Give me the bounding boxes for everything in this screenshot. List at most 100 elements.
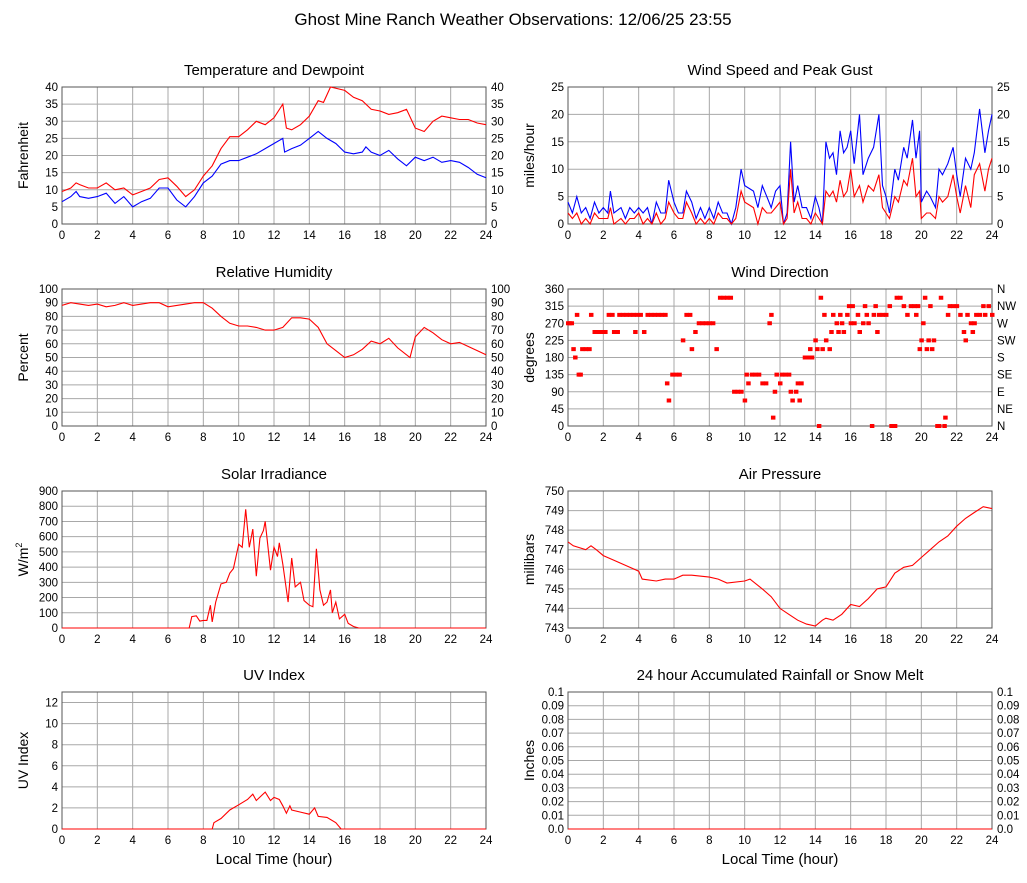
- x-tick-label: 16: [844, 230, 857, 242]
- data-point: [938, 295, 944, 300]
- data-point: [627, 312, 633, 317]
- y-tick-label: 746: [545, 564, 564, 576]
- x-tick-label: 18: [880, 432, 893, 444]
- data-point: [656, 312, 661, 317]
- data-point: [634, 312, 640, 317]
- x-tick-label: 20: [409, 432, 422, 444]
- data-point: [880, 312, 885, 317]
- right-tick-label: 10: [997, 164, 1010, 176]
- y-tick-label: 180: [545, 353, 564, 365]
- x-tick-label: 4: [635, 835, 642, 847]
- data-point: [596, 330, 601, 335]
- x-tick-label: 8: [200, 835, 206, 847]
- y-tick-label: 20: [45, 151, 58, 163]
- x-tick-label: 16: [338, 634, 351, 646]
- data-point: [756, 372, 762, 377]
- x-tick-label: 10: [232, 230, 245, 242]
- data-point: [749, 372, 755, 377]
- right-tick-label: 20: [491, 394, 504, 406]
- series-line-0: [61, 86, 487, 198]
- data-point: [841, 330, 847, 335]
- right-tick-label: 20: [491, 151, 504, 163]
- y-tick-label: 25: [45, 133, 58, 145]
- x-tick-label: 20: [915, 634, 928, 646]
- y-tick-label: 100: [39, 284, 58, 296]
- data-point: [624, 312, 629, 317]
- y-tick-label: 500: [39, 547, 58, 559]
- data-point: [839, 321, 845, 326]
- chart-title: Wind Direction: [731, 264, 829, 281]
- data-point: [977, 312, 983, 317]
- data-point: [922, 295, 928, 300]
- y-tick-label: 744: [545, 603, 565, 615]
- y-tick-label: 0: [558, 219, 564, 231]
- data-point: [700, 321, 705, 326]
- x-tick-label: 12: [774, 230, 787, 242]
- y-tick-label: 0.04: [542, 769, 565, 781]
- x-tick-label: 6: [671, 230, 677, 242]
- data-point: [802, 355, 808, 360]
- data-point: [845, 312, 850, 317]
- x-tick-label: 0: [59, 835, 65, 847]
- chart-title: Wind Speed and Peak Gust: [687, 62, 873, 79]
- series-line-0: [567, 108, 993, 226]
- data-point: [822, 312, 827, 317]
- data-point: [942, 424, 947, 428]
- data-point: [838, 312, 843, 317]
- data-point: [571, 347, 576, 352]
- data-point: [968, 321, 974, 326]
- x-tick-label: 22: [444, 634, 457, 646]
- data-point: [972, 321, 977, 326]
- data-point: [569, 321, 575, 326]
- x-tick-label: 20: [915, 230, 928, 242]
- y-tick-label: 750: [545, 486, 564, 498]
- x-tick-label: 2: [600, 835, 606, 847]
- x-tick-label: 10: [738, 634, 751, 646]
- data-point: [829, 330, 834, 335]
- y-tick-label: 800: [39, 501, 58, 513]
- x-tick-label: 22: [444, 230, 457, 242]
- series-line-0: [567, 506, 993, 627]
- data-point: [919, 338, 924, 343]
- y-tick-label: 0.01: [542, 810, 564, 822]
- right-tick-label: 80: [491, 311, 504, 323]
- data-point: [809, 355, 815, 360]
- x-tick-label: 10: [738, 835, 751, 847]
- x-tick-label: 12: [774, 432, 787, 444]
- data-point: [799, 381, 804, 386]
- y-axis-label: Fahrenheit: [15, 122, 31, 189]
- x-tick-label: 8: [706, 230, 712, 242]
- right-tick-label: 0.02: [997, 797, 1019, 809]
- data-point: [820, 347, 825, 352]
- data-point: [884, 312, 889, 317]
- data-point: [744, 372, 749, 377]
- y-tick-label: 5: [52, 202, 58, 214]
- data-point: [663, 312, 668, 317]
- data-point: [834, 321, 840, 326]
- data-point: [583, 347, 589, 352]
- data-point: [943, 415, 948, 420]
- data-point: [728, 295, 734, 300]
- x-tick-label: 2: [94, 432, 100, 444]
- data-point: [871, 312, 877, 317]
- data-point: [912, 304, 917, 309]
- y-tick-label: 4: [52, 782, 59, 794]
- y-tick-label: 600: [39, 532, 58, 544]
- x-tick-label: 10: [232, 634, 245, 646]
- right-tick-label: NE: [997, 404, 1013, 416]
- x-axis-label-left: Local Time (hour): [216, 851, 333, 868]
- x-tick-label: 20: [409, 835, 422, 847]
- x-tick-label: 6: [165, 230, 171, 242]
- x-tick-label: 2: [600, 634, 606, 646]
- y-tick-label: 0.06: [542, 742, 564, 754]
- data-point: [862, 304, 868, 309]
- y-tick-label: 900: [39, 486, 58, 498]
- data-point: [693, 330, 698, 335]
- data-point: [714, 347, 719, 352]
- right-tick-label: 20: [997, 109, 1010, 121]
- y-tick-label: 135: [545, 370, 564, 382]
- y-tick-label: 700: [39, 516, 58, 528]
